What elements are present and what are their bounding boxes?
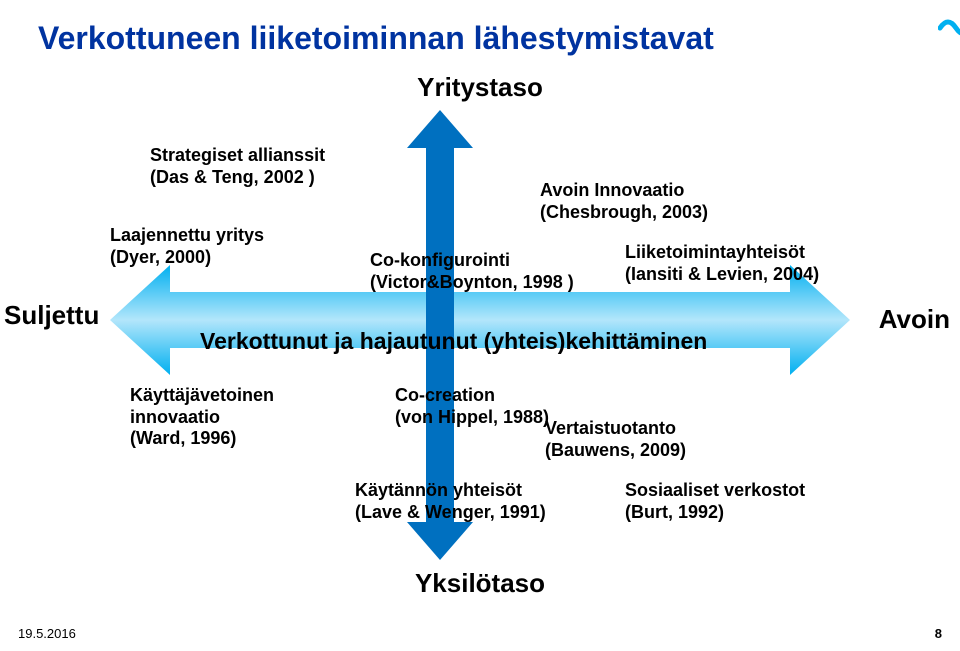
item-kayttaja: Käyttäjävetoinen innovaatio (Ward, 1996)	[130, 385, 274, 450]
line: Co-konfigurointi	[370, 250, 510, 270]
axis-label-right: Avoin	[879, 304, 950, 335]
line: (Das & Teng, 2002 )	[150, 167, 315, 187]
item-laajennettu: Laajennettu yritys (Dyer, 2000)	[110, 225, 264, 268]
line: Käytännön yhteisöt	[355, 480, 522, 500]
axis-label-top: Yritystaso	[0, 72, 960, 103]
line: (Chesbrough, 2003)	[540, 202, 708, 222]
line: (Burt, 1992)	[625, 502, 724, 522]
item-liiketoim: Liiketoimintayhteisöt (Iansiti & Levien,…	[625, 242, 819, 285]
page-title: Verkottuneen liiketoiminnan lähestymista…	[38, 20, 714, 57]
footer-date: 19.5.2016	[18, 626, 76, 641]
item-vertais: Vertaistuotanto (Bauwens, 2009)	[545, 418, 686, 461]
item-cokonf: Co-konfigurointi (Victor&Boynton, 1998 )	[370, 250, 574, 293]
line: Co-creation	[395, 385, 495, 405]
line: Käyttäjävetoinen	[130, 385, 274, 405]
line: Sosiaaliset verkostot	[625, 480, 805, 500]
item-kaytannon: Käytännön yhteisöt (Lave & Wenger, 1991)	[355, 480, 546, 523]
line: Laajennettu yritys	[110, 225, 264, 245]
line: (Bauwens, 2009)	[545, 440, 686, 460]
footer-page: 8	[935, 626, 942, 641]
item-sosiaaliset: Sosiaaliset verkostot (Burt, 1992)	[625, 480, 805, 523]
line: Strategiset allianssit	[150, 145, 325, 165]
line: (Iansiti & Levien, 2004)	[625, 264, 819, 284]
line: (Lave & Wenger, 1991)	[355, 502, 546, 522]
wave-icon	[940, 22, 960, 34]
line: (Victor&Boynton, 1998 )	[370, 272, 574, 292]
line: innovaatio	[130, 407, 220, 427]
line: (Ward, 1996)	[130, 428, 236, 448]
line: (von Hippel, 1988)	[395, 407, 549, 427]
axis-label-left: Suljettu	[4, 300, 99, 331]
line: (Dyer, 2000)	[110, 247, 211, 267]
line: Liiketoimintayhteisöt	[625, 242, 805, 262]
center-band-label: Verkottunut ja hajautunut (yhteis)kehitt…	[200, 328, 707, 355]
axis-label-bottom: Yksilötaso	[0, 568, 960, 599]
line: Avoin Innovaatio	[540, 180, 684, 200]
item-avoininno: Avoin Innovaatio (Chesbrough, 2003)	[540, 180, 708, 223]
item-strategiset: Strategiset allianssit (Das & Teng, 2002…	[150, 145, 325, 188]
slide: { "title": "Verkottuneen liiketoiminnan …	[0, 0, 960, 651]
item-cocreation: Co-creation (von Hippel, 1988)	[395, 385, 549, 428]
line: Vertaistuotanto	[545, 418, 676, 438]
